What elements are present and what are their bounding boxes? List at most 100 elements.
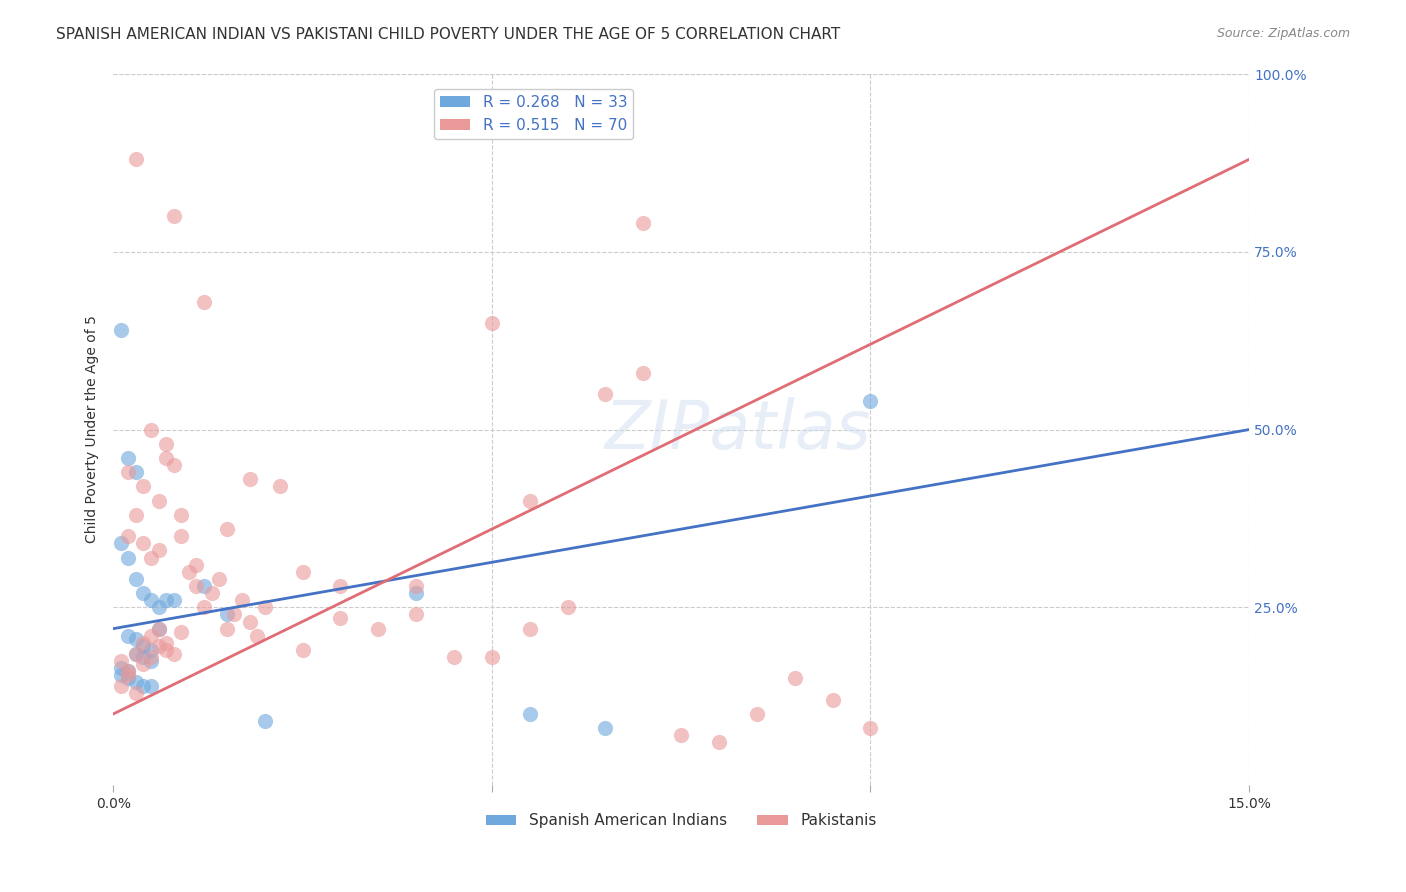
Text: SPANISH AMERICAN INDIAN VS PAKISTANI CHILD POVERTY UNDER THE AGE OF 5 CORRELATIO: SPANISH AMERICAN INDIAN VS PAKISTANI CHI… (56, 27, 841, 42)
Point (481, 650, 503, 665)
Point (139, 643, 162, 657)
Point (125, 647, 148, 661)
Point (155, 636, 177, 650)
Point (125, 686, 148, 700)
Point (405, 607, 427, 622)
Point (329, 579, 352, 593)
Point (519, 622, 541, 636)
Point (405, 586, 427, 600)
Point (117, 465, 139, 479)
Point (215, 522, 238, 536)
Point (193, 294, 215, 309)
Point (405, 579, 427, 593)
Point (329, 611, 352, 625)
Legend: Spanish American Indians, Pakistanis: Spanish American Indians, Pakistanis (479, 807, 883, 834)
Y-axis label: Child Poverty Under the Age of 5: Child Poverty Under the Age of 5 (86, 316, 100, 543)
Point (633, 216, 655, 230)
Point (132, 679, 155, 693)
Point (170, 529, 193, 543)
Point (170, 508, 193, 522)
Point (117, 665, 139, 679)
Point (201, 586, 224, 600)
Text: ZIPatlas: ZIPatlas (605, 397, 872, 463)
Point (132, 640, 155, 654)
Point (231, 593, 253, 607)
Point (186, 558, 208, 572)
Point (177, 565, 200, 579)
Point (291, 565, 314, 579)
Point (110, 668, 132, 682)
Point (215, 607, 238, 622)
Point (139, 550, 162, 565)
Point (148, 622, 170, 636)
Point (155, 643, 177, 657)
Point (125, 465, 148, 479)
Text: Source: ZipAtlas.com: Source: ZipAtlas.com (1216, 27, 1350, 40)
Point (117, 629, 139, 643)
Point (595, 721, 617, 735)
Point (117, 668, 139, 682)
Point (783, 672, 806, 686)
Point (132, 650, 155, 665)
Point (132, 586, 155, 600)
Point (163, 593, 186, 607)
Point (132, 479, 155, 493)
Point (481, 316, 503, 330)
Point (139, 654, 162, 668)
Point (125, 675, 148, 690)
Point (155, 450, 177, 465)
Point (291, 643, 314, 657)
Point (519, 706, 541, 721)
Point (193, 579, 215, 593)
Point (443, 650, 465, 665)
Point (186, 579, 208, 593)
Point (367, 622, 389, 636)
Point (148, 493, 170, 508)
Point (745, 706, 768, 721)
Point (595, 387, 617, 401)
Point (155, 437, 177, 451)
Point (163, 458, 186, 472)
Point (132, 636, 155, 650)
Point (110, 679, 132, 693)
Point (246, 629, 269, 643)
Point (148, 622, 170, 636)
Point (170, 625, 193, 640)
Point (238, 615, 260, 629)
Point (139, 629, 162, 643)
Point (110, 661, 132, 675)
Point (519, 493, 541, 508)
Point (557, 600, 579, 615)
Point (193, 600, 215, 615)
Point (125, 632, 148, 647)
Point (117, 529, 139, 543)
Point (253, 714, 276, 728)
Point (139, 423, 162, 437)
Point (110, 654, 132, 668)
Point (117, 450, 139, 465)
Point (110, 536, 132, 550)
Point (633, 366, 655, 380)
Point (163, 647, 186, 661)
Point (125, 572, 148, 586)
Point (132, 536, 155, 550)
Point (148, 600, 170, 615)
Point (125, 153, 148, 167)
Point (117, 665, 139, 679)
Point (707, 735, 730, 749)
Point (132, 657, 155, 672)
Point (139, 593, 162, 607)
Point (859, 394, 882, 409)
Point (821, 692, 844, 706)
Point (224, 607, 246, 622)
Point (148, 640, 170, 654)
Point (110, 323, 132, 337)
Point (669, 728, 692, 742)
Point (859, 721, 882, 735)
Point (117, 672, 139, 686)
Point (139, 650, 162, 665)
Point (215, 622, 238, 636)
Point (125, 647, 148, 661)
Point (253, 600, 276, 615)
Point (117, 550, 139, 565)
